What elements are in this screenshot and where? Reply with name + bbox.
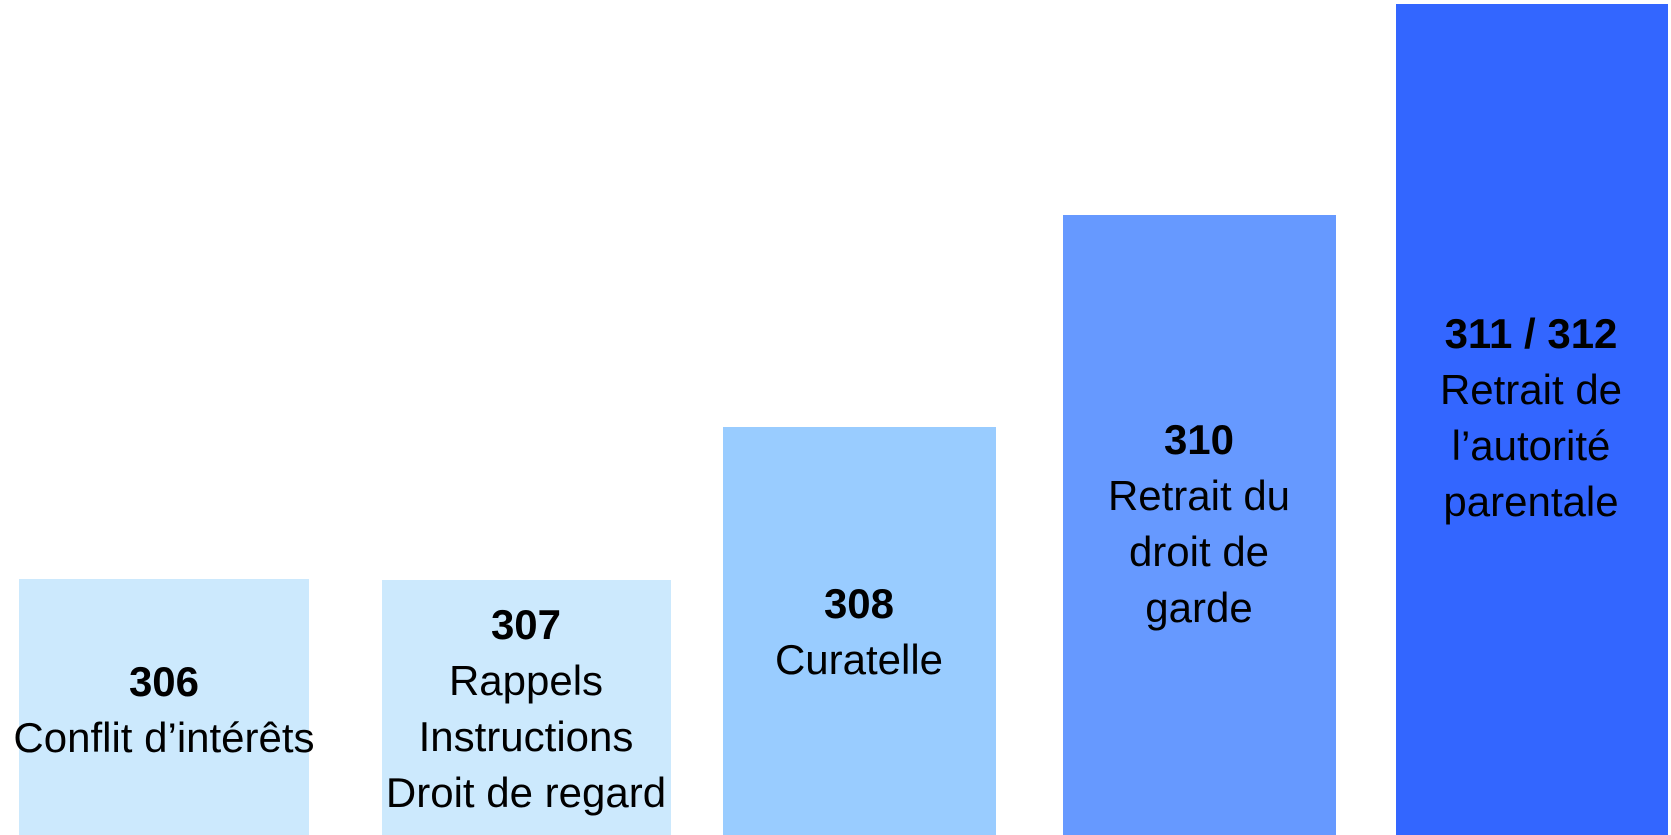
block-rect <box>723 427 996 835</box>
article-number: 306 <box>129 658 199 705</box>
step-block: 307 Rappels Instructions Droit de regard <box>382 580 671 835</box>
article-label: garde <box>1145 584 1252 631</box>
article-label: parentale <box>1443 478 1618 525</box>
block-rect <box>19 579 309 835</box>
article-label: Curatelle <box>775 636 943 683</box>
block-rect <box>1396 4 1668 835</box>
step-block: 311 / 312 Retrait de l’autorité parentale <box>1396 4 1668 835</box>
step-block: 310 Retrait du droit de garde <box>1063 215 1336 835</box>
article-label: l’autorité <box>1452 422 1611 469</box>
step-block: 306 Conflit d’intérêts <box>13 579 315 835</box>
article-label: Rappels <box>449 657 603 704</box>
article-label: Conflit d’intérêts <box>13 714 314 761</box>
article-number: 308 <box>824 580 894 627</box>
article-label: Retrait de <box>1440 366 1622 413</box>
article-number: 307 <box>491 601 561 648</box>
article-label: droit de <box>1129 528 1269 575</box>
block-rect <box>1063 215 1336 835</box>
article-number: 311 / 312 <box>1445 310 1618 357</box>
step-block: 308 Curatelle <box>723 427 996 835</box>
article-label: Instructions <box>419 713 634 760</box>
article-label: Droit de regard <box>386 769 666 816</box>
article-number: 310 <box>1164 416 1234 463</box>
article-label: Retrait du <box>1108 472 1290 519</box>
block-rect <box>382 580 671 835</box>
